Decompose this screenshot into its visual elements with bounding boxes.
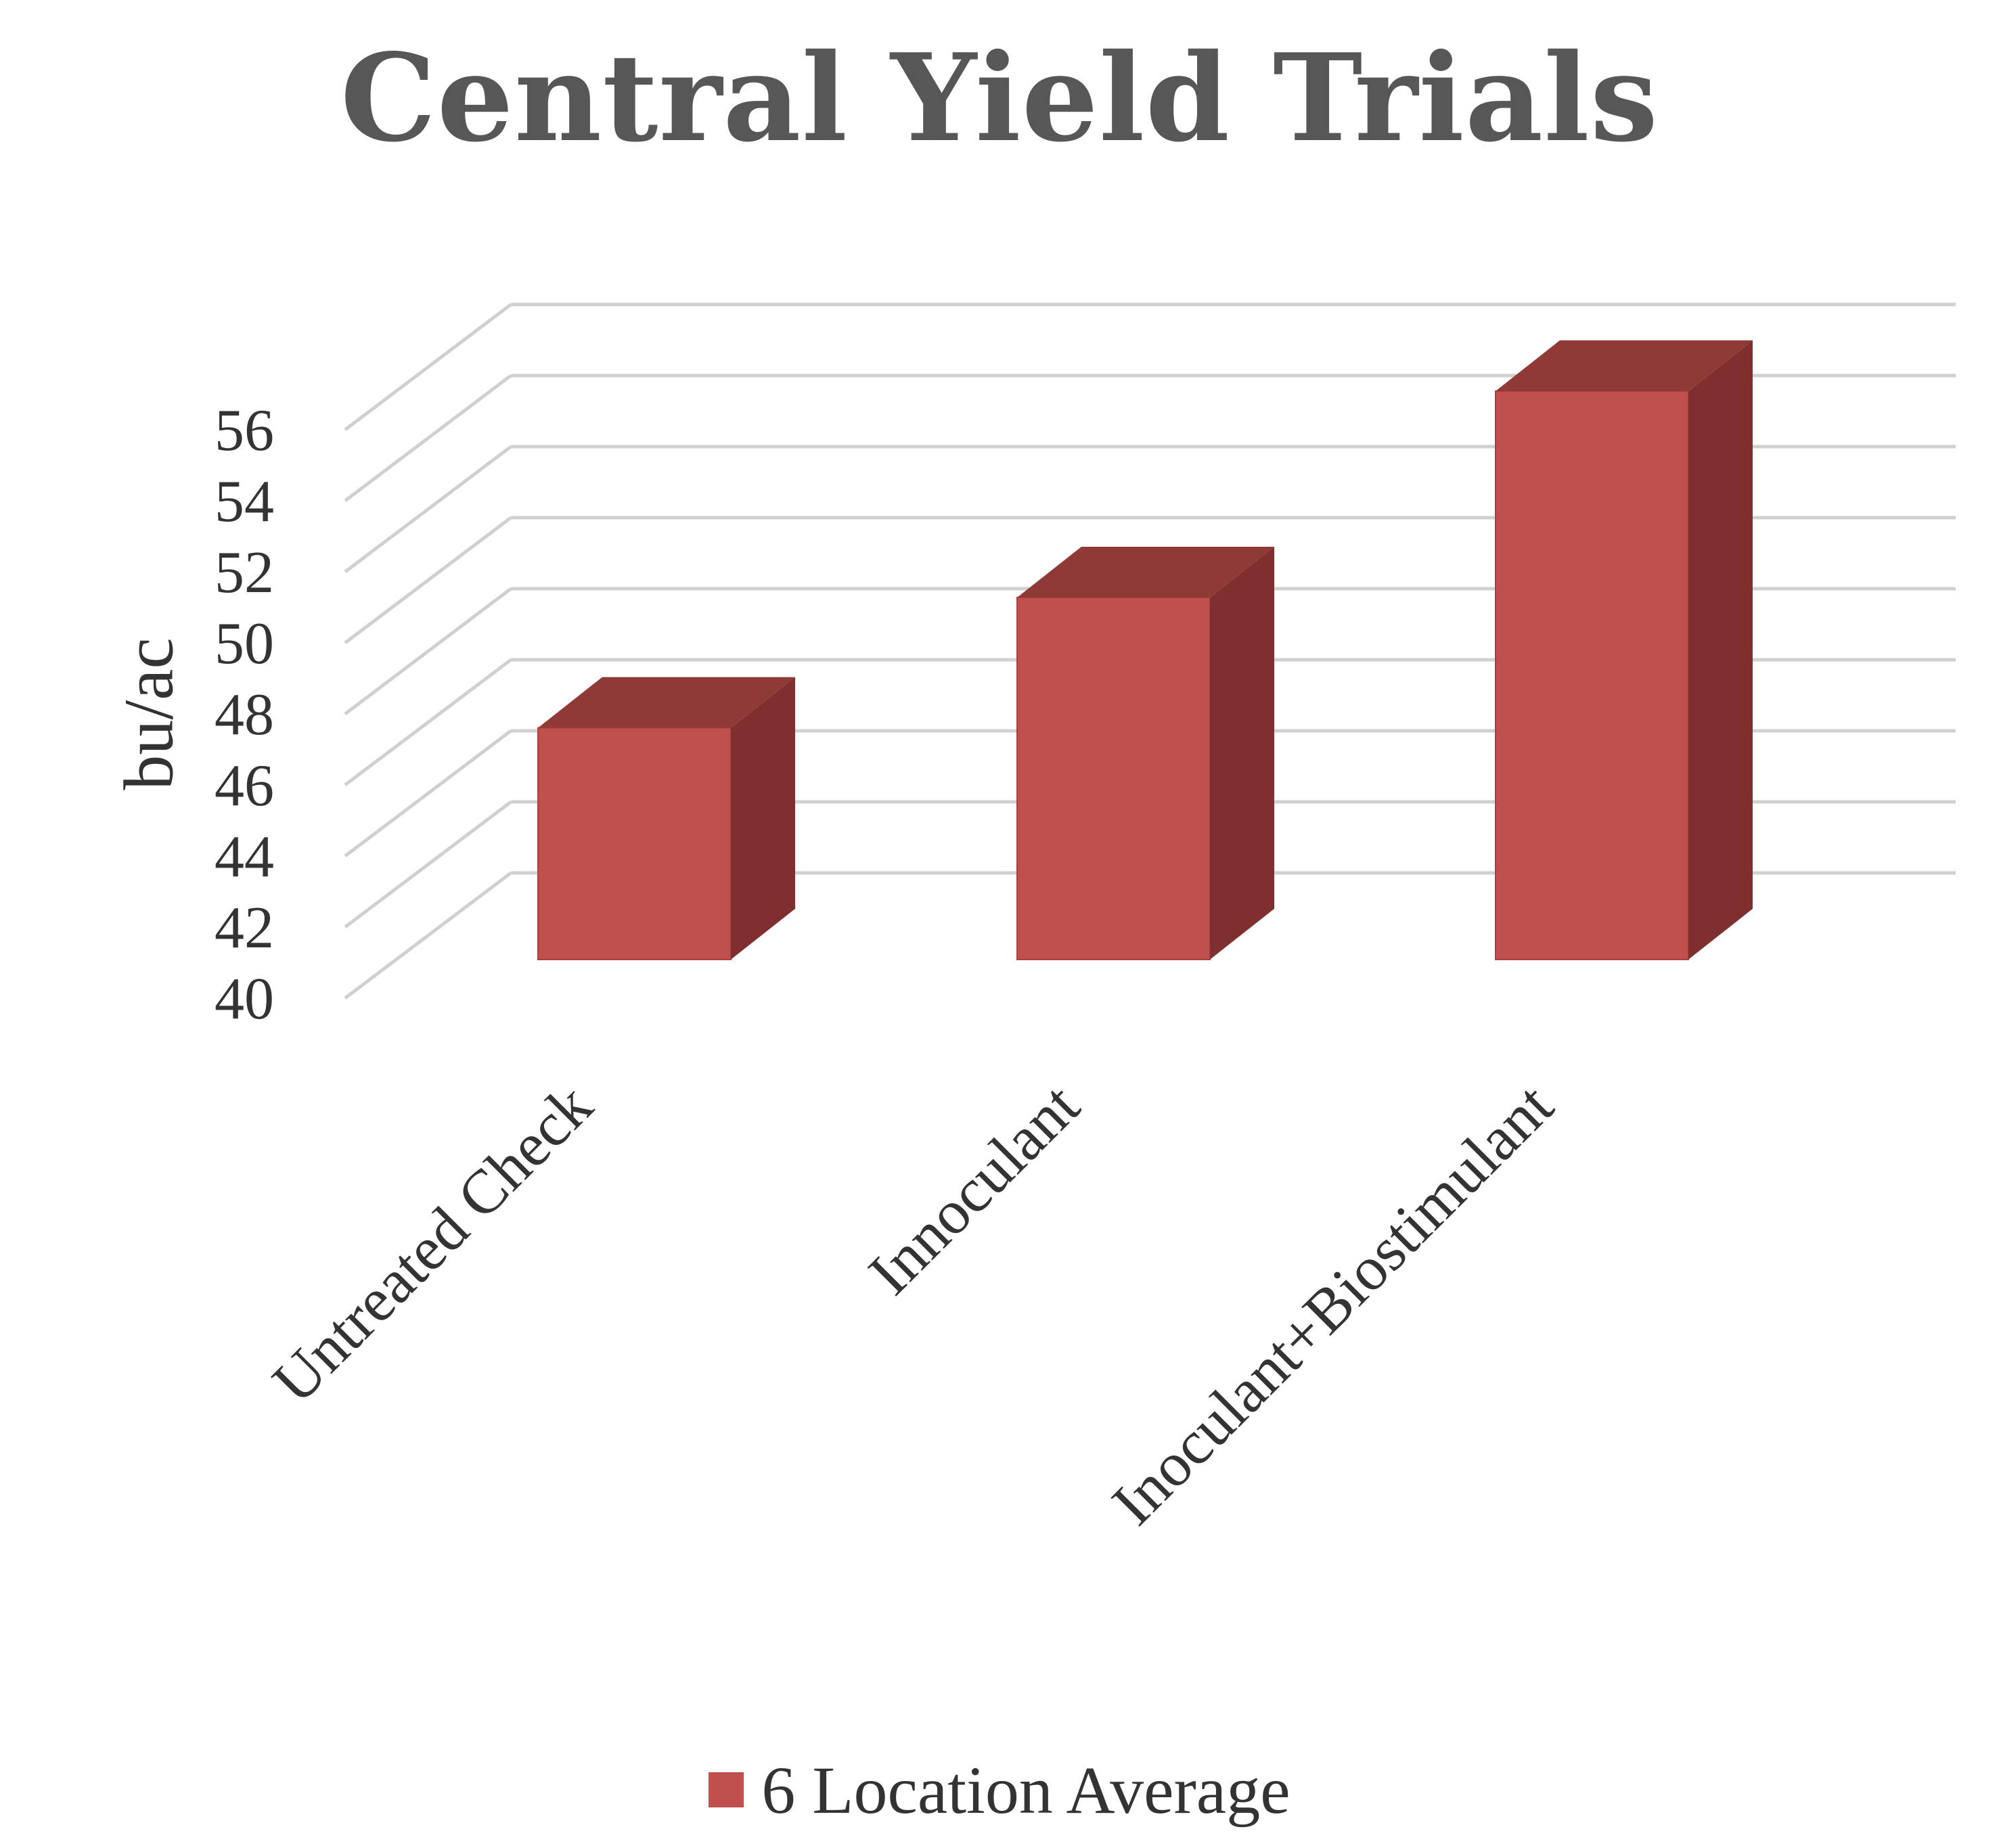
gridline-side: [344, 303, 512, 431]
gridline-side: [344, 729, 512, 857]
y-tick-label: 44: [215, 824, 274, 890]
legend-swatch: [709, 1772, 744, 1807]
bar-side: [1688, 340, 1753, 960]
gridline-side: [344, 587, 512, 715]
bar-side: [1210, 547, 1274, 960]
bar: [1495, 390, 1689, 960]
legend: 6 Location Average: [0, 1746, 1999, 1834]
bar-top: [538, 677, 795, 728]
gridline-side: [344, 374, 512, 502]
legend-label: 6 Location Average: [761, 1752, 1290, 1828]
y-tick-label: 48: [215, 682, 274, 748]
chart-title: Central Yield Trials: [340, 27, 1659, 168]
x-tick-label: Untreated Check: [259, 1071, 605, 1416]
x-tick-label: Innoculant: [855, 1071, 1093, 1308]
gridline-side: [344, 801, 512, 928]
y-tick-label: 54: [215, 469, 274, 535]
bar-top: [1496, 340, 1753, 392]
gridline-side: [344, 658, 512, 786]
y-tick-label: 40: [215, 966, 274, 1032]
gridline-side: [344, 516, 512, 644]
bar: [1016, 597, 1211, 960]
bar: [537, 727, 732, 960]
y-tick-label: 42: [215, 895, 274, 961]
y-tick-label: 56: [215, 398, 274, 464]
bar-side: [731, 677, 795, 960]
bar-top: [1017, 547, 1274, 598]
y-tick-label: 52: [215, 540, 274, 606]
gridline-side: [344, 445, 512, 573]
y-tick-label: 46: [215, 753, 274, 819]
x-tick-label: Inoculant+Biostimulant: [1099, 1071, 1567, 1538]
legend-item: 6 Location Average: [709, 1751, 1290, 1829]
gridline-side: [344, 872, 512, 999]
y-tick-label: 50: [215, 611, 274, 677]
